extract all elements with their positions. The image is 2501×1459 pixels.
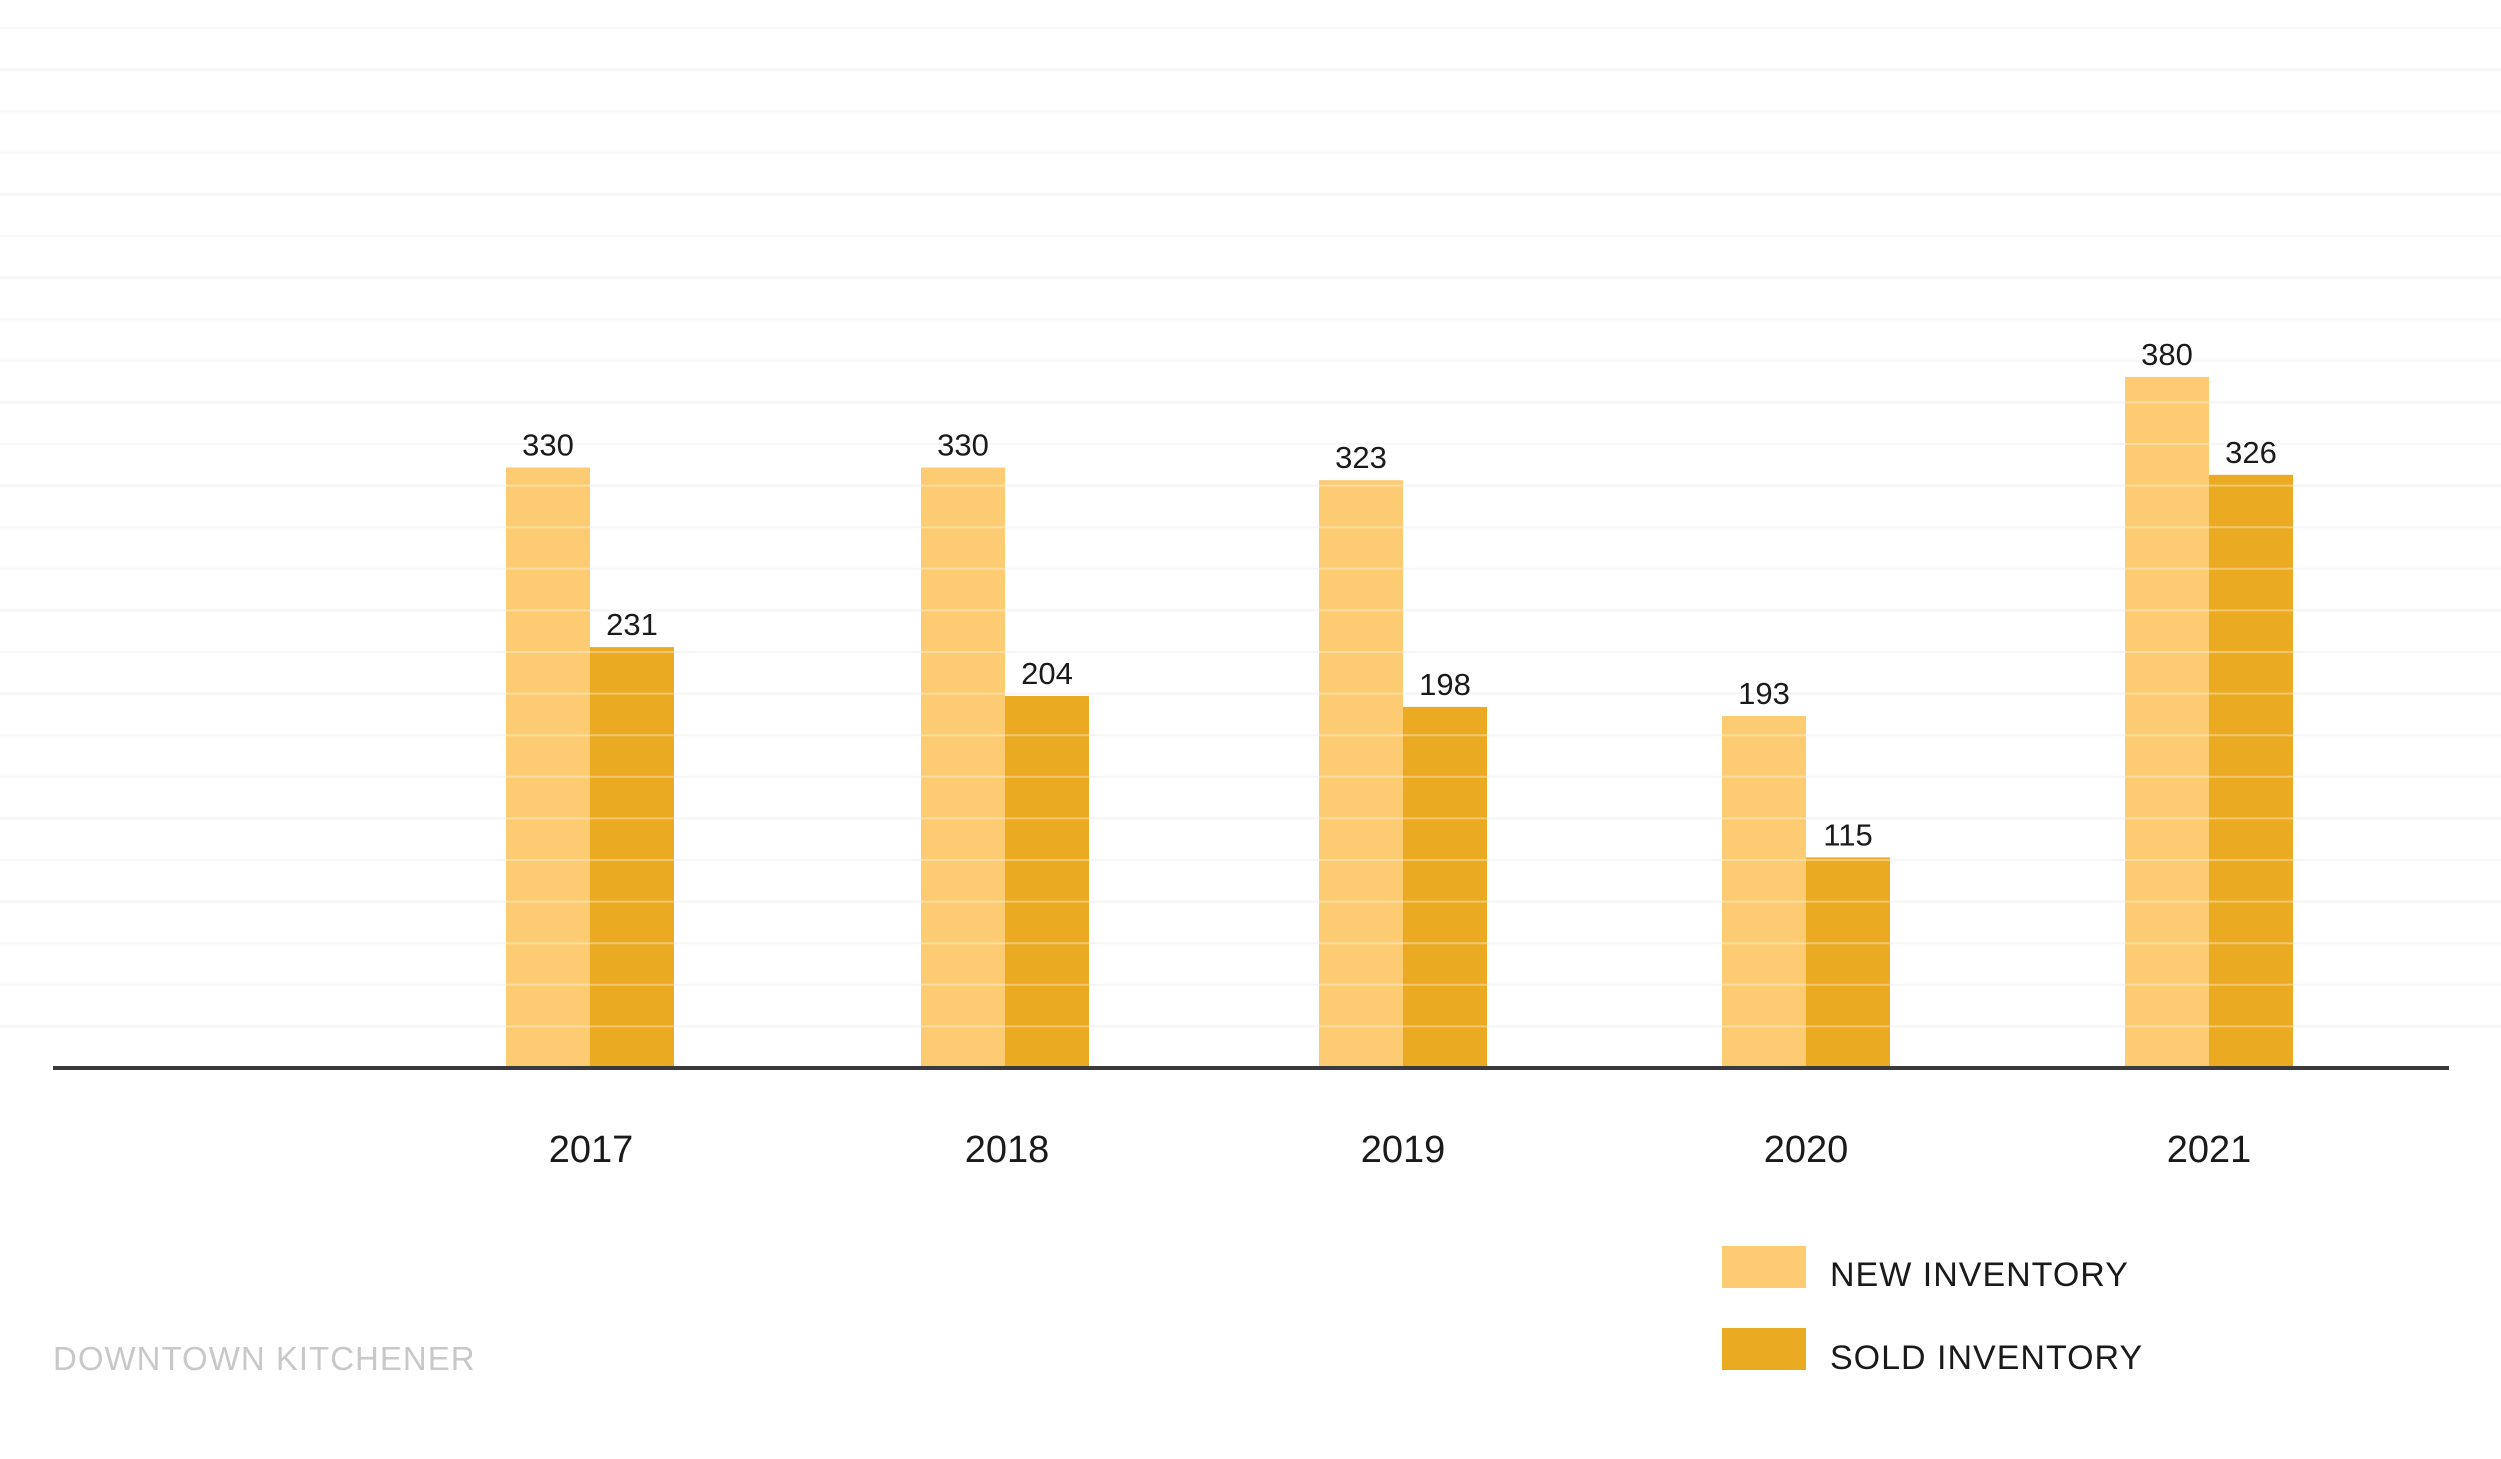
- data-label-sold-inventory-2020: 115: [1823, 817, 1872, 852]
- bar-new-inventory-2019: [1319, 480, 1403, 1066]
- bar-sold-inventory-2018: [1005, 696, 1089, 1066]
- x-tick-label-2021: 2021: [2167, 1129, 2252, 1171]
- x-tick-label-2019: 2019: [1361, 1129, 1446, 1171]
- data-label-sold-inventory-2017: 231: [606, 607, 658, 642]
- legend: NEW INVENTORY SOLD INVENTORY: [1722, 1246, 2143, 1377]
- legend-swatch-new-inventory: [1722, 1246, 1806, 1288]
- x-tick-label-2020: 2020: [1764, 1129, 1849, 1171]
- legend-label-new-inventory: NEW INVENTORY: [1830, 1256, 2129, 1294]
- bar-new-inventory-2021: [2125, 376, 2209, 1066]
- bar-sold-inventory-2020: [1806, 857, 1890, 1066]
- bar-sold-inventory-2021: [2209, 474, 2293, 1066]
- data-label-sold-inventory-2021: 326: [2225, 435, 2277, 470]
- bar-new-inventory-2018: [921, 467, 1005, 1066]
- gridlines: [0, 27, 2501, 1028]
- legend-label-sold-inventory: SOLD INVENTORY: [1830, 1339, 2143, 1377]
- x-tick-label-2018: 2018: [965, 1129, 1050, 1171]
- bar-new-inventory-2017: [506, 467, 590, 1066]
- data-label-sold-inventory-2019: 198: [1419, 667, 1471, 702]
- data-label-new-inventory-2017: 330: [522, 428, 574, 463]
- x-axis-ticks: 2017 2018 2019 2020 2021: [549, 1129, 2252, 1171]
- data-label-new-inventory-2019: 323: [1335, 440, 1387, 475]
- x-tick-label-2017: 2017: [549, 1129, 634, 1171]
- legend-swatch-sold-inventory: [1722, 1328, 1806, 1370]
- bar-sold-inventory-2019: [1403, 706, 1487, 1066]
- data-label-new-inventory-2018: 330: [937, 428, 989, 463]
- value-labels: 330 231 330 204 323 198 193 115 380 326: [522, 337, 2277, 853]
- bars: [0, 27, 2501, 1066]
- data-label-new-inventory-2021: 380: [2141, 337, 2193, 372]
- source-annotation: DOWNTOWN KITCHENER: [53, 1340, 476, 1377]
- bar-sold-inventory-2017: [590, 647, 674, 1066]
- data-label-new-inventory-2020: 193: [1738, 676, 1790, 711]
- data-label-sold-inventory-2018: 204: [1021, 656, 1073, 691]
- bar-new-inventory-2020: [1722, 716, 1806, 1066]
